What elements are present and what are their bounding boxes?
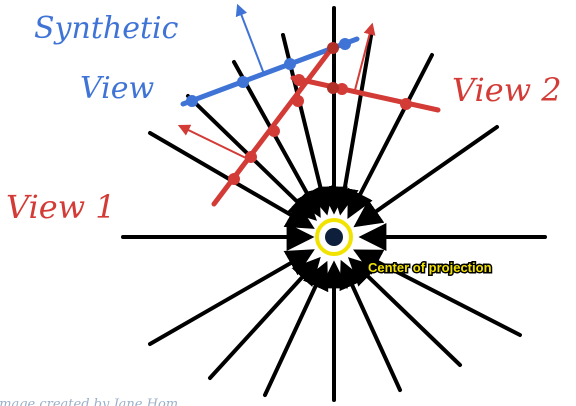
ray: [331, 28, 374, 216]
center-of-projection-label: Center of projection: [368, 260, 492, 275]
synthetic-sample-point: [339, 38, 351, 50]
synthetic-view-label-line2: View: [80, 71, 154, 106]
view1-sample-point: [245, 151, 257, 163]
view2-sample-point: [336, 83, 348, 95]
view1-intersection-point: [327, 82, 339, 94]
ray: [347, 53, 434, 219]
ray: [148, 249, 315, 346]
view1-sample-point: [228, 173, 240, 185]
view1-sample-point: [292, 95, 304, 107]
ray: [208, 256, 321, 380]
synthetic-view-label-line1: Synthetic: [34, 11, 179, 46]
view1-normal-arrow: [177, 124, 249, 160]
view1-plane: [177, 42, 339, 207]
view1-sample-point: [268, 125, 280, 137]
center-dot: [325, 228, 343, 246]
synthetic-sample-point: [186, 95, 198, 107]
ray: [353, 125, 499, 228]
ray: [347, 257, 462, 367]
synthetic-sample-point: [237, 76, 249, 88]
ray: [232, 60, 321, 218]
ray: [263, 260, 329, 397]
synthetic-view-normal-arrow: [235, 3, 265, 75]
view2-normal-arrow: [354, 22, 376, 91]
view1-intersection-point: [327, 42, 339, 54]
view2-line: [290, 75, 441, 113]
view2-sample-point: [293, 74, 305, 86]
ray: [339, 259, 402, 392]
view1-label: View 1: [6, 188, 116, 226]
synthetic-sample-point: [284, 58, 296, 70]
view2-plane: [290, 22, 441, 113]
ray: [353, 249, 522, 337]
image-credit: Image created by Jane Hom: [0, 397, 178, 406]
center-of-projection: [315, 218, 353, 256]
view2-label: View 2: [452, 71, 562, 109]
rays: [121, 6, 547, 402]
view2-sample-point: [400, 98, 412, 110]
